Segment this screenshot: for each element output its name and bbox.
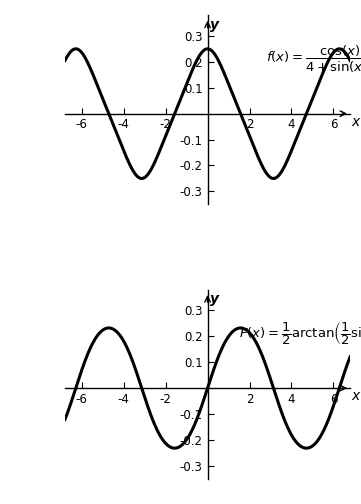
Text: $F(x) = \dfrac{1}{2}\arctan\!\left(\dfrac{1}{2}\sin(x)\right)$: $F(x) = \dfrac{1}{2}\arctan\!\left(\dfra… [239, 320, 361, 347]
Text: y: y [210, 292, 219, 306]
Text: y: y [210, 18, 219, 32]
Text: x: x [351, 115, 360, 129]
Text: x: x [351, 390, 360, 403]
Text: $f(x) = \dfrac{\cos(x)}{4+\sin(x)^2}$: $f(x) = \dfrac{\cos(x)}{4+\sin(x)^2}$ [266, 43, 361, 75]
